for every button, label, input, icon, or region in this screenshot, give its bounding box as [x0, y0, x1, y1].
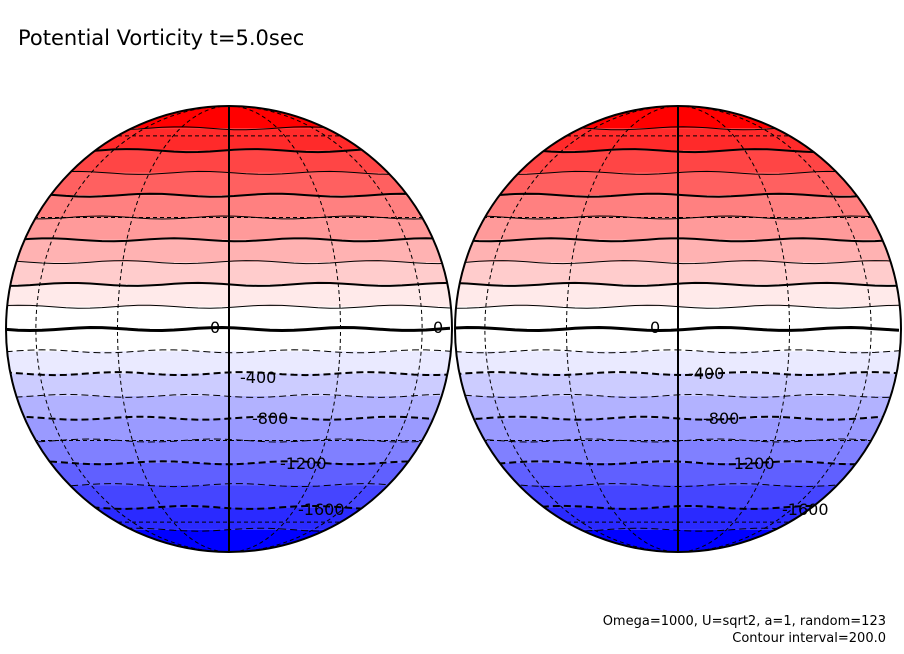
globe-left: 0 0 -400 -800 -1200 -1600	[5, 105, 453, 553]
contour-line	[455, 371, 900, 377]
contour-label: -1200	[280, 454, 327, 473]
parameters-note: Omega=1000, U=sqrt2, a=1, random=123	[602, 614, 886, 629]
contour-label: 0	[210, 318, 220, 337]
contour-label: 0	[433, 318, 443, 337]
contour-line	[6, 371, 451, 377]
globe-right: 0 -400 -800 -1200 -1600	[454, 105, 902, 553]
globe-outline	[454, 105, 902, 553]
contour-line	[6, 281, 451, 287]
contour-line	[455, 460, 900, 466]
contour-line	[455, 483, 900, 488]
contour-line	[455, 237, 900, 243]
contour-label: -400	[240, 368, 276, 387]
contour-line	[455, 438, 900, 443]
contour-line	[6, 349, 451, 354]
contour-line	[6, 260, 451, 265]
contour-label: -400	[688, 364, 724, 383]
contour-label: -1600	[298, 500, 345, 519]
contour-line	[455, 170, 899, 175]
contour-line	[455, 215, 900, 220]
contour-line	[6, 483, 451, 488]
contour-interval-note: Contour interval=200.0	[732, 631, 886, 646]
contour-line	[6, 237, 451, 243]
contour-line	[6, 415, 451, 421]
contour-line	[6, 325, 451, 333]
contour-label: -1600	[782, 500, 829, 519]
contour-line	[6, 304, 451, 309]
globe-outline	[5, 105, 453, 553]
contour-line	[455, 349, 900, 354]
contour-label: -1200	[728, 454, 775, 473]
contour-line	[455, 260, 900, 265]
contour-line	[455, 192, 900, 198]
contour-line	[6, 215, 451, 220]
chart-title: Potential Vorticity t=5.0sec	[18, 26, 305, 50]
contour-line	[6, 192, 451, 198]
contour-label: -800	[703, 409, 739, 428]
contour-line	[455, 304, 900, 309]
contour-line	[455, 393, 900, 398]
contour-line	[455, 325, 900, 333]
contour-line	[6, 438, 451, 443]
contour-line	[455, 281, 900, 287]
contour-label: 0	[650, 318, 660, 337]
contour-label: -800	[252, 409, 288, 428]
